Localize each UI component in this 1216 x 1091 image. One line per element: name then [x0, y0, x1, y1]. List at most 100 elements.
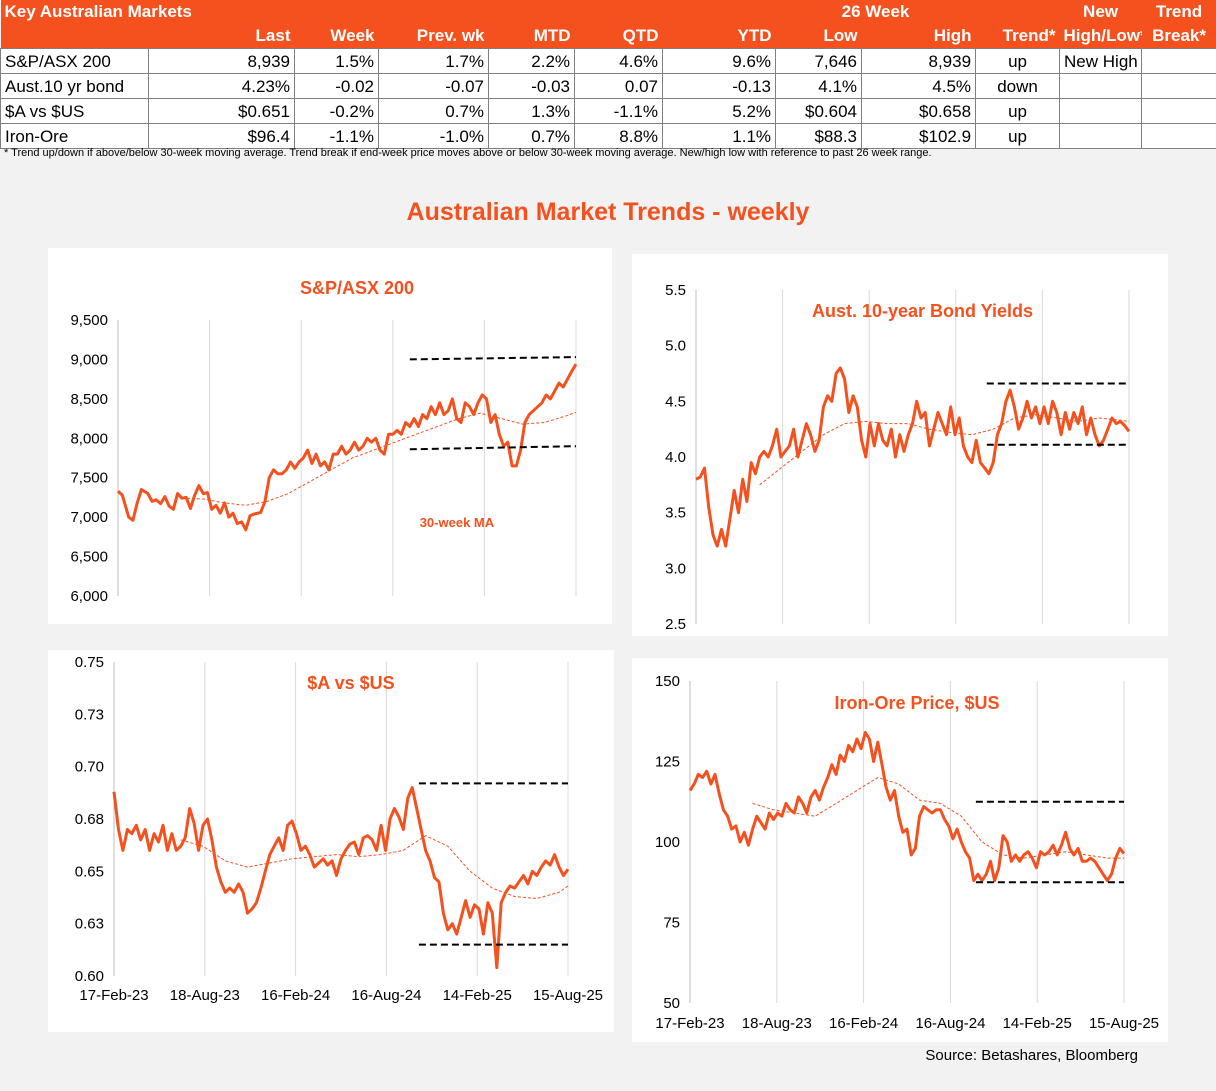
- y-tick-label: 9,000: [70, 351, 108, 368]
- y-tick-label: 2.5: [665, 616, 686, 633]
- col-header-week: Week: [294, 24, 379, 49]
- price-series-line: [112, 786, 570, 970]
- y-tick-label: 5.5: [665, 282, 686, 299]
- y-tick-label: 7,000: [70, 509, 108, 526]
- moving-average-line: [759, 414, 1130, 486]
- table-cell: [1141, 123, 1216, 149]
- moving-average-line: [752, 777, 1124, 859]
- y-tick-label: 0.65: [75, 863, 104, 880]
- table-cell: -0.13: [662, 73, 777, 99]
- table-cell: up: [975, 98, 1061, 124]
- y-tick-label: 0.73: [75, 706, 104, 723]
- col-header-low: Low: [775, 24, 862, 49]
- price-series-line: [688, 731, 1126, 883]
- page-title: Australian Market Trends - weekly: [406, 198, 810, 226]
- y-tick-label: 0.60: [75, 968, 104, 985]
- chart-panel-asx200: 6,000 6,500 7,000 7,500 8,000 8,500 9,000 9,500…: [48, 248, 612, 624]
- table-cell: [1059, 98, 1143, 124]
- price-series-line: [695, 366, 1131, 548]
- chart-panel-aud-usd: 0.60 0.63 0.65 0.68 0.70 0.73 0.75 17-Feb-23 18-…: [48, 650, 614, 1032]
- table-cell: 2.2%: [488, 48, 576, 74]
- market-name-cell: S&P/ASX 200: [0, 48, 149, 74]
- col-header-prev-wk: Prev. wk: [378, 24, 489, 49]
- table-cell: 4.6%: [574, 48, 664, 74]
- bond-yield-chart: 2.5 3.0 3.5 4.0 4.5 5.0 5.5 Aust. 10-year Bond …: [665, 282, 1131, 633]
- table-body: S&P/ASX 200 8,939 1.5% 1.7% 2.2% 4.6% 9.6% 7,64…: [0, 48, 1216, 149]
- y-tick-label: 0.75: [75, 654, 104, 671]
- markets-table: Key Australian Markets 26 Week New Trend…: [0, 0, 1216, 149]
- x-tick-label: 15-Aug-25: [533, 987, 603, 1004]
- market-name-cell: Iron-Ore: [0, 123, 149, 149]
- y-tick-label: 8,500: [70, 391, 108, 408]
- table-cell: 1.3%: [488, 98, 576, 124]
- y-tick-label: 3.0: [665, 560, 686, 577]
- table-cell: [1141, 98, 1216, 124]
- table-cell: -1.1%: [574, 98, 664, 124]
- header-break-line1: Trend: [1141, 0, 1216, 24]
- header-new-line1: New: [1059, 0, 1142, 24]
- x-tick-label: 16-Aug-24: [915, 1015, 985, 1032]
- header-new-line2: High/Low*: [1059, 24, 1142, 49]
- y-tick-label: 6,000: [70, 588, 108, 605]
- range-low-line: [409, 445, 577, 451]
- moving-average-line: [180, 835, 569, 900]
- header-break-line2: Break*: [1141, 24, 1216, 49]
- range-high-line: [409, 356, 577, 361]
- aud-usd-chart: 0.60 0.63 0.65 0.68 0.70 0.73 0.75 17-Feb-23 18-…: [75, 654, 603, 1004]
- table-cell: up: [975, 48, 1061, 74]
- table-cell: $88.3: [775, 123, 863, 149]
- y-tick-label: 4.0: [665, 449, 686, 466]
- table-cell: 0.7%: [488, 123, 576, 149]
- table-cell: up: [975, 123, 1061, 149]
- table-cell: -0.03: [488, 73, 576, 99]
- chart-panel-iron-ore: 50 75 100 125 150 17-Feb-23 18-Aug-23 16-Feb-24…: [632, 658, 1168, 1042]
- y-tick-label: 3.5: [665, 505, 686, 522]
- y-tick-label: 0.70: [75, 759, 104, 776]
- table-cell: 4.23%: [148, 73, 295, 99]
- table-cell: 0.7%: [378, 98, 490, 124]
- y-tick-label: 100: [655, 834, 680, 851]
- y-tick-label: 6,500: [70, 549, 108, 566]
- table-cell: 8,939: [148, 48, 295, 74]
- table-cell: $0.604: [775, 98, 863, 124]
- y-tick-label: 7,500: [70, 470, 108, 487]
- table-cell: 0.07: [574, 73, 664, 99]
- table-cell: 8,939: [861, 48, 977, 74]
- table-cell: 5.2%: [662, 98, 777, 124]
- chart-title: Aust. 10-year Bond Yields: [812, 301, 1033, 321]
- table-header-row-1: Key Australian Markets 26 Week New Trend: [0, 0, 1216, 24]
- y-tick-label: 0.63: [75, 916, 104, 933]
- y-tick-label: 0.68: [75, 811, 104, 828]
- table-cell: New High: [1059, 48, 1143, 74]
- x-tick-label: 14-Feb-25: [443, 987, 512, 1004]
- table-cell: 1.7%: [378, 48, 490, 74]
- table-cell: $102.9: [861, 123, 977, 149]
- ma-annotation: 30-week MA: [420, 515, 495, 530]
- table-cell: 4.1%: [775, 73, 863, 99]
- chart-title: Iron-Ore Price, $US: [834, 693, 999, 713]
- table-header-row-2: Last Week Prev. wk MTD QTD YTD Low High …: [0, 24, 1216, 49]
- table-row: $A vs $US $0.651 -0.2% 0.7% 1.3% -1.1% 5.2% $0.…: [0, 98, 1216, 124]
- chart-title: S&P/ASX 200: [300, 278, 414, 298]
- table-cell: [1141, 48, 1216, 74]
- y-tick-label: 125: [655, 754, 680, 771]
- x-tick-label: 17-Feb-23: [79, 987, 148, 1004]
- col-header-ytd: YTD: [662, 24, 776, 49]
- table-cell: 1.1%: [662, 123, 777, 149]
- table-cell: 1.5%: [293, 48, 380, 74]
- table-cell: 7,646: [775, 48, 863, 74]
- asx200-chart: 6,000 6,500 7,000 7,500 8,000 8,500 9,000 9,500…: [70, 278, 578, 605]
- table-cell: 8.8%: [574, 123, 664, 149]
- y-tick-label: 4.5: [665, 393, 686, 410]
- x-tick-label: 16-Aug-24: [351, 987, 421, 1004]
- table-cell: [1059, 123, 1143, 149]
- x-tick-label: 18-Aug-23: [742, 1015, 812, 1032]
- table-cell: $0.658: [861, 98, 977, 124]
- x-tick-label: 18-Aug-23: [170, 987, 240, 1004]
- y-tick-label: 8,000: [70, 430, 108, 447]
- chart-title: $A vs $US: [307, 673, 394, 693]
- col-header-trend: Trend*: [975, 24, 1060, 49]
- table-title: Key Australian Markets: [0, 0, 379, 24]
- x-tick-label: 15-Aug-25: [1089, 1015, 1159, 1032]
- table-row: Iron-Ore $96.4 -1.1% -1.0% 0.7% 8.8% 1.1% $88.3…: [0, 123, 1216, 149]
